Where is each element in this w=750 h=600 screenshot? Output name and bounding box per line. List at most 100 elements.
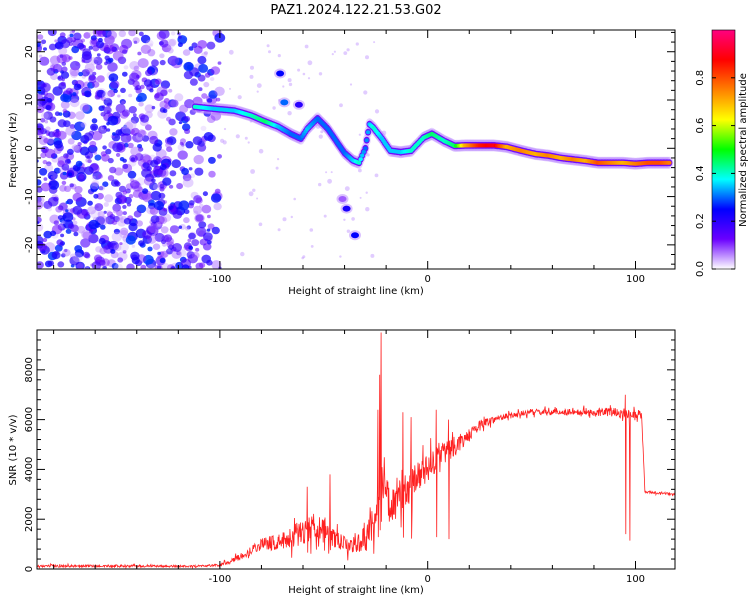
noise-blob [45,104,52,111]
noise-blob [170,99,179,108]
noise-blob [103,106,112,115]
noise-blob [54,244,63,252]
noise-blob [43,230,52,239]
noise-blob [132,132,144,143]
noise-blob [165,142,172,149]
noise-blob [110,249,116,254]
noise-blob [192,96,203,106]
noise-blob [169,170,177,177]
noise-blob [171,249,182,259]
noise-blob [49,230,57,237]
noise-blob [106,122,110,126]
noise-blob [216,97,221,102]
noise-blob [202,191,208,197]
noise-blob [188,167,193,171]
noise-blob [208,170,216,178]
noise-blob [198,87,203,92]
noise-blob [83,32,91,39]
noise-blob [184,99,195,109]
noise-blob [37,242,47,252]
noise-blob [155,78,162,85]
noise-blob [74,186,83,194]
noise-blob [100,224,106,230]
noise-blob [146,264,156,269]
noise-blob [82,48,92,57]
noise-blob [37,200,43,210]
noise-blob [96,192,104,200]
noise-speck [297,68,301,72]
noise-speck [304,44,309,49]
noise-blob [93,193,99,199]
noise-blob [117,94,121,98]
noise-blob [37,179,42,186]
noise-blob [188,232,196,240]
noise-speck [288,82,293,87]
noise-speck [277,158,280,161]
noise-speck [370,253,375,258]
noise-blob [160,80,171,89]
noise-speck [258,222,263,227]
noise-blob [130,131,134,135]
noise-blob [87,159,92,164]
noise-blob [62,171,67,176]
noise-blob [157,254,163,259]
noise-speck [365,55,369,60]
x-tick-label: 100 [626,274,645,285]
noise-blob [71,130,82,141]
noise-blob [195,247,200,252]
y-tick-label: 2000 [24,506,35,531]
noise-blob [159,164,167,171]
noise-blob [91,38,98,45]
snr-series-line [37,332,675,569]
noise-blob [96,53,101,57]
noise-speck [252,188,256,192]
noise-blob [122,49,128,55]
noise-blob [122,71,128,77]
noise-blob [146,166,152,172]
noise-speck [366,153,370,157]
noise-speck [309,228,314,232]
noise-blob [37,187,43,193]
noise-blob [168,55,180,65]
noise-blob [91,261,101,269]
noise-speck [323,214,327,218]
noise-speck [223,127,227,131]
noise-blob [42,160,48,165]
noise-blob [131,244,136,248]
noise-blob [69,124,76,129]
noise-blob [85,158,91,163]
noise-blob [60,93,70,102]
noise-blob [75,160,83,167]
noise-blob [52,129,62,138]
noise-blob [98,215,109,226]
noise-blob [183,209,190,215]
noise-blob [138,31,144,37]
noise-blob [47,30,57,37]
colorbar-tick-label: 0.0 [695,261,706,277]
noise-blob [72,192,83,202]
noise-blob [194,167,204,176]
noise-blob [167,47,174,54]
noise-blob [87,200,93,206]
noise-blob [102,181,109,187]
noise-speck [302,72,306,76]
noise-blob [103,210,107,214]
noise-speck [351,217,355,221]
colorbar-frame [711,29,736,270]
noise-speck [365,191,368,194]
noise-speck [248,191,254,197]
noise-blob [212,31,217,36]
noise-speck [320,130,324,134]
noise-blob [56,53,67,64]
noise-blob [39,54,43,58]
noise-blob [192,136,203,146]
noise-blob [157,251,162,256]
noise-speck [277,54,281,58]
noise-speck [333,50,336,53]
noise-blob [149,207,159,216]
noise-blob [178,121,183,125]
noise-blob [45,126,51,132]
noise-speck [256,197,259,200]
noise-blob [188,245,193,250]
